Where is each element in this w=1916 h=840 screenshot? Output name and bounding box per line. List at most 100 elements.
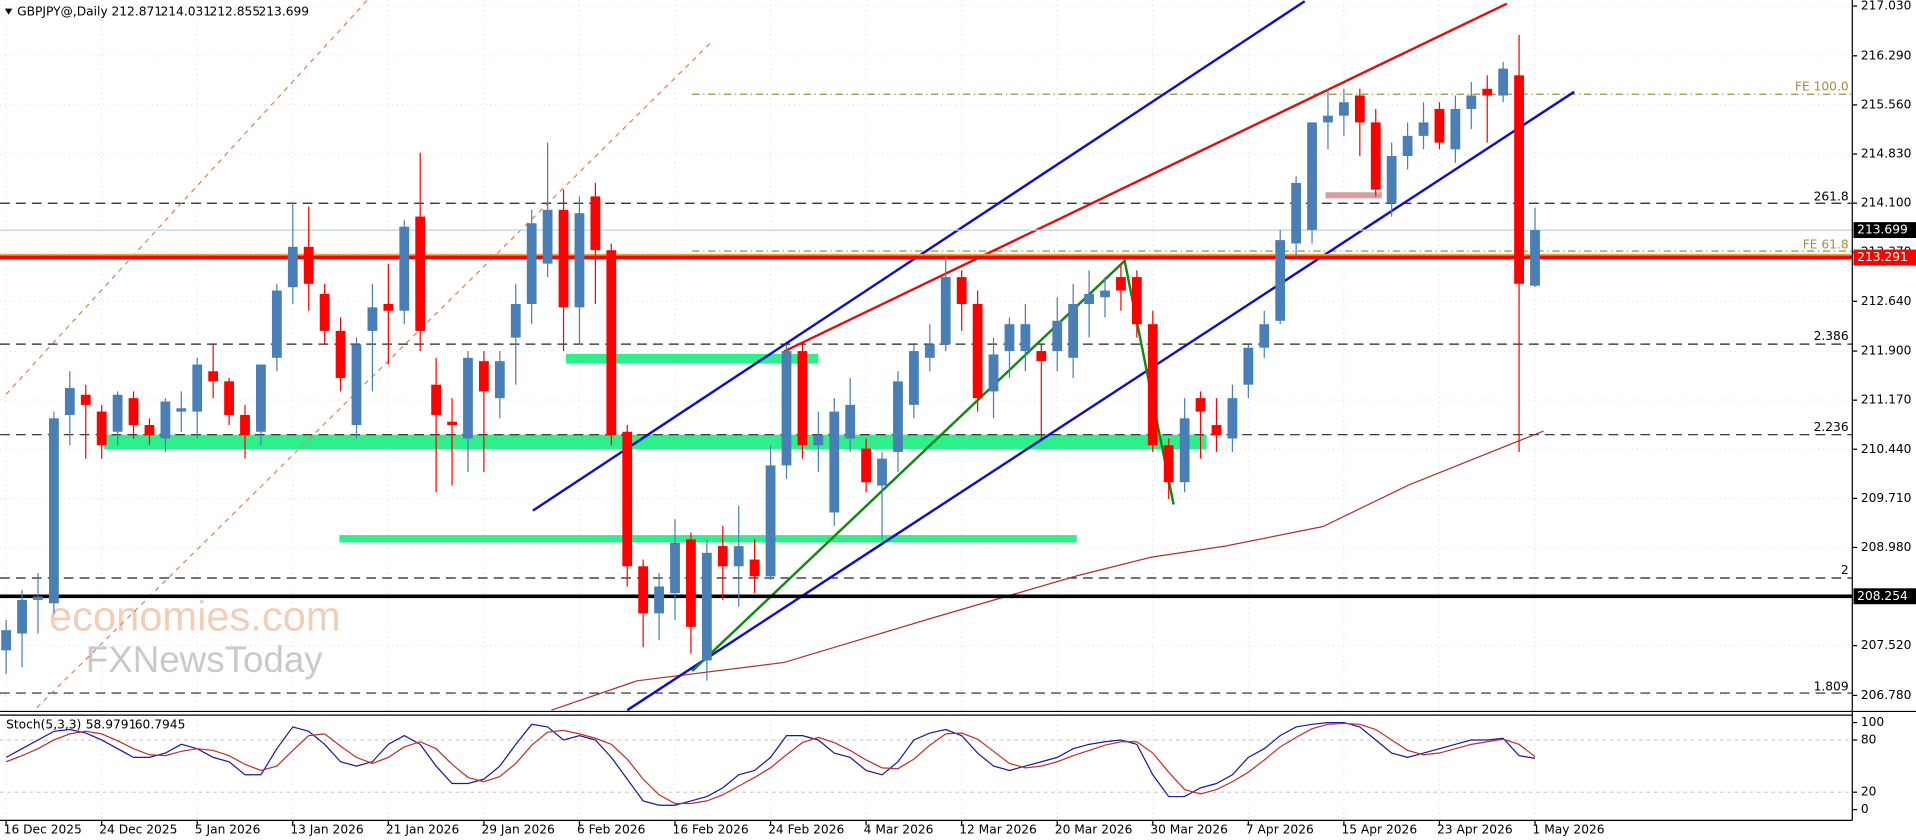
y-tick-label: 215.560 xyxy=(1861,97,1912,111)
y-tick-label: 216.290 xyxy=(1861,48,1912,62)
zone xyxy=(1325,192,1382,199)
candle-body xyxy=(351,344,362,426)
stoch-line xyxy=(5,722,1536,805)
candle-body xyxy=(240,414,250,436)
candle-body xyxy=(542,209,553,264)
price-tag xyxy=(1853,222,1916,239)
trend-line xyxy=(626,90,1575,712)
indicator-value: 60.7945 xyxy=(135,717,186,731)
candle-body xyxy=(463,357,473,439)
candle-body xyxy=(17,599,27,634)
candle-body xyxy=(335,330,346,378)
candle-body xyxy=(654,586,664,614)
candle-body xyxy=(749,559,760,577)
price-tag xyxy=(1853,588,1916,605)
y-tick-label: 100 xyxy=(1861,715,1884,729)
candle-body xyxy=(383,303,394,311)
watermark: FXNewsToday xyxy=(86,639,324,680)
x-tick-label: 21 Jan 2026 xyxy=(386,823,460,837)
y-tick-label: 214.100 xyxy=(1861,196,1912,210)
candle-body xyxy=(208,371,219,382)
ohlc-high: 214.031 xyxy=(160,5,211,19)
candle-body xyxy=(1,630,12,651)
y-tick-label: 0 xyxy=(1861,802,1869,816)
candle-body xyxy=(670,542,680,594)
y-tick-label: 209.710 xyxy=(1861,491,1912,505)
candle-body xyxy=(1084,293,1094,304)
level-label: 2 xyxy=(1841,563,1849,577)
candle-body xyxy=(861,448,872,483)
candle-body xyxy=(112,394,123,432)
candle-body xyxy=(908,351,919,405)
indicator-title: Stoch(5,3,3) xyxy=(6,717,81,731)
candle-body xyxy=(494,361,505,399)
candle-body xyxy=(431,384,442,415)
candle-body xyxy=(1052,320,1063,352)
x-tick-label: 5 Jan 2026 xyxy=(195,823,261,837)
x-tick-label: 16 Dec 2025 xyxy=(4,823,82,837)
candle-body xyxy=(829,411,840,513)
candle-body xyxy=(1291,182,1302,244)
y-tick-label: 207.520 xyxy=(1861,638,1912,652)
price-tag-label: 208.254 xyxy=(1857,589,1908,603)
x-tick-label: 15 Apr 2026 xyxy=(1341,823,1417,837)
candle-body xyxy=(447,421,457,426)
y-tick-label: 212.640 xyxy=(1861,294,1912,308)
candle-body xyxy=(1195,398,1206,412)
x-tick-label: 30 Mar 2026 xyxy=(1150,823,1228,837)
candle-body xyxy=(1418,122,1429,136)
candle-body xyxy=(1068,303,1079,358)
candle-body xyxy=(590,196,601,251)
candle-body xyxy=(1179,418,1190,483)
candle-body xyxy=(845,404,856,439)
candle-body xyxy=(1163,445,1174,483)
candle-body xyxy=(192,364,203,412)
candle-body xyxy=(813,435,824,446)
candle-body xyxy=(956,277,967,304)
ohlc-low: 212.855 xyxy=(209,5,260,19)
ohlc-close: 213.699 xyxy=(258,5,309,19)
x-tick-label: 24 Feb 2026 xyxy=(768,823,844,837)
candle-body xyxy=(988,354,999,392)
price-tag xyxy=(1853,249,1916,266)
candle-body xyxy=(574,213,585,308)
candle-body xyxy=(176,408,187,412)
moving-average xyxy=(551,430,1544,711)
candle-body xyxy=(1323,115,1333,123)
candle-body xyxy=(1211,425,1222,436)
indicator-value: 58.9791 xyxy=(86,717,137,731)
candle-body xyxy=(1530,230,1540,286)
candle-body xyxy=(781,351,792,466)
candle-body xyxy=(287,246,298,288)
candle-body xyxy=(1020,324,1031,352)
stoch-line xyxy=(5,721,1536,806)
watermark: economies.com xyxy=(49,593,341,640)
candle-body xyxy=(64,388,75,415)
menu-arrow[interactable] xyxy=(4,8,13,15)
candle-body xyxy=(1370,122,1381,190)
y-tick-label: 214.830 xyxy=(1861,147,1912,161)
candle-body xyxy=(399,226,410,311)
x-tick-label: 7 Apr 2026 xyxy=(1246,823,1314,837)
candle-body xyxy=(1004,324,1015,352)
y-tick-label: 211.170 xyxy=(1861,393,1912,407)
y-tick-label: 20 xyxy=(1861,785,1877,799)
candle-body xyxy=(1482,88,1493,96)
candle-body xyxy=(1514,75,1524,284)
candle-body xyxy=(638,566,649,614)
candle-body xyxy=(319,293,330,331)
candle-body xyxy=(972,303,983,399)
x-tick-label: 23 Apr 2026 xyxy=(1437,823,1513,837)
candle-body xyxy=(33,596,43,600)
candle-body xyxy=(510,303,521,338)
price-tag-label: 213.291 xyxy=(1857,250,1908,264)
y-tick-label: 206.780 xyxy=(1861,688,1912,702)
chart-title: GBPJPY@,Daily xyxy=(17,5,108,19)
candle-body xyxy=(1307,122,1317,231)
candle-body xyxy=(558,209,569,308)
level-label: 261.8 xyxy=(1814,190,1849,204)
y-tick-label: 211.900 xyxy=(1861,344,1912,358)
candle-body xyxy=(49,418,59,604)
level-label: 2.386 xyxy=(1814,329,1849,343)
